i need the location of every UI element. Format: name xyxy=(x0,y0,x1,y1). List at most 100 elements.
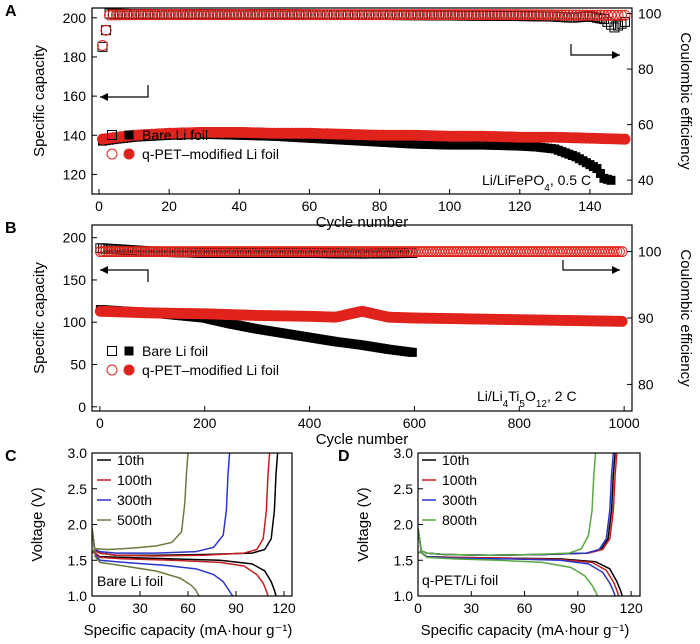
panel-d-curve-800th-discharge xyxy=(418,527,599,596)
panel-a-point xyxy=(531,9,543,21)
panel-b-xtick-label: 400 xyxy=(298,415,322,431)
panel-a-point xyxy=(556,9,568,21)
panel-a-point xyxy=(549,9,561,21)
panel-a-point xyxy=(454,9,466,21)
panel-a-point xyxy=(619,16,630,27)
panel-a-y2tick-label: 40 xyxy=(638,172,654,188)
panel-a-point xyxy=(612,9,624,21)
panel-d-xtick-label: 120 xyxy=(619,600,643,616)
panel-d-ytick-label: 3.0 xyxy=(394,445,414,461)
panel-a-xtick-label: 100 xyxy=(438,198,462,214)
panel-a-point xyxy=(181,9,193,21)
panel-c-xtick-label: 60 xyxy=(180,600,196,616)
panel-a-point xyxy=(142,9,154,21)
panel-a-point xyxy=(559,9,571,21)
panel-a-point xyxy=(268,9,280,21)
panel-a-point xyxy=(514,9,526,21)
panel-b-annotation: Li/Li4Ti5O12, 2 C xyxy=(477,388,577,410)
panel-a-point xyxy=(384,9,396,21)
panel-a-point xyxy=(132,9,144,21)
panel-d-legend-800th: 800th xyxy=(442,512,477,528)
panel-b-y2tick-label: 100 xyxy=(638,244,662,260)
panel-b-legend-bare: Bare Li foil xyxy=(142,343,208,359)
panel-c-xtick-label: 0 xyxy=(88,600,96,616)
panel-c-curve-500th-charge xyxy=(92,453,189,553)
panel-a-legend: Bare Li foil q-PET–modified Li foil xyxy=(106,127,279,162)
panel-a-legend-open-circle xyxy=(106,148,118,160)
panel-a-point xyxy=(230,9,242,21)
panel-a-point xyxy=(486,9,498,21)
panel-a-left-arrow xyxy=(100,85,149,98)
panel-b-legend-open-circle xyxy=(106,364,118,376)
panel-a-point xyxy=(609,22,620,33)
panel-a-point xyxy=(198,9,210,21)
panel-a-point xyxy=(170,9,182,21)
panel-a-point xyxy=(289,9,301,21)
panel-a-point xyxy=(233,9,245,21)
panel-b-ytick-label: 100 xyxy=(63,314,87,330)
panel-a-point xyxy=(352,9,364,21)
panel-c-xtick-label: 90 xyxy=(228,600,244,616)
panel-b-letter: B xyxy=(5,220,17,237)
panel-a-point xyxy=(566,9,578,21)
panel-b-point xyxy=(608,246,620,258)
panel-a-point xyxy=(381,9,393,21)
panel-d-letter: D xyxy=(338,448,350,465)
panel-a-point xyxy=(300,9,312,21)
panel-c-letter: C xyxy=(5,448,17,465)
panel-a-point xyxy=(524,9,536,21)
panel-a-legend-bare: Bare Li foil xyxy=(142,127,208,143)
panel-a-right-arrow xyxy=(570,44,620,56)
panel-a-point xyxy=(479,9,491,21)
panel-a-point xyxy=(606,175,616,185)
panel-a-point xyxy=(573,9,585,21)
panel-b-y2tick-label: 90 xyxy=(638,310,654,326)
panel-c-legend-100th: 100th xyxy=(117,472,152,488)
panel-b-ytick-label: 200 xyxy=(63,230,87,246)
panel-a-point xyxy=(552,9,564,21)
panel-a-point xyxy=(317,9,329,21)
panel-a-point xyxy=(335,9,347,21)
panel-a-point xyxy=(370,9,382,21)
panel-a-ytick-label: 160 xyxy=(63,88,87,104)
panel-a-point xyxy=(100,24,112,36)
panel-a-point xyxy=(321,9,333,21)
panel-c-xtick-label: 30 xyxy=(132,600,148,616)
panel-a-point xyxy=(282,9,294,21)
panel-a-point xyxy=(615,9,627,21)
panel-a-ylabel: Specific capacity xyxy=(31,45,48,157)
panel-a-point xyxy=(205,9,217,21)
panel-b-left-arrow xyxy=(100,269,149,282)
panel-a-point xyxy=(426,9,438,21)
panel-c-curve-100th-charge xyxy=(92,453,271,557)
panel-c-legend: 10th 100th 300th 500th xyxy=(97,452,152,528)
panel-a-point xyxy=(111,9,123,21)
panel-a-ytick-label: 180 xyxy=(63,49,87,65)
panel-a-point xyxy=(121,9,133,21)
panel-a-point xyxy=(430,9,442,21)
panel-a-point xyxy=(279,9,291,21)
panel-a-point xyxy=(468,9,480,21)
panel-a-point xyxy=(475,9,487,21)
panel-a-point xyxy=(570,9,582,21)
panel-c-curve-300th-discharge xyxy=(92,527,234,596)
panel-a-point xyxy=(310,9,322,21)
panel-b-xtick-label: 800 xyxy=(508,415,532,431)
panel-d-annotation: q-PET/Li foil xyxy=(422,572,498,588)
panel-a-xtick-label: 120 xyxy=(508,198,532,214)
panel-a-point xyxy=(345,9,357,21)
panel-c-xlabel: Specific capacity (mA·hour g⁻¹) xyxy=(84,622,293,639)
panel-a-point xyxy=(184,9,196,21)
panel-a-point xyxy=(212,9,224,21)
panel-a-point xyxy=(163,9,175,21)
panel-a-point xyxy=(584,9,596,21)
panel-b-ytick-label: 0 xyxy=(78,399,86,415)
panel-a-point xyxy=(254,9,266,21)
panel-a-point xyxy=(360,9,372,21)
panel-a-point xyxy=(135,9,147,21)
panel-d-legend-100th: 100th xyxy=(442,472,477,488)
panel-a-point xyxy=(202,9,214,21)
panel-b-point xyxy=(611,246,623,258)
panel-a-point xyxy=(594,9,606,21)
panel-a-y2tick-label: 60 xyxy=(638,117,654,133)
